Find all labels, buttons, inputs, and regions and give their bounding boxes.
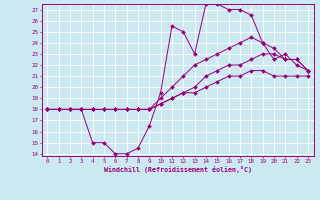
X-axis label: Windchill (Refroidissement éolien,°C): Windchill (Refroidissement éolien,°C) xyxy=(104,166,252,173)
